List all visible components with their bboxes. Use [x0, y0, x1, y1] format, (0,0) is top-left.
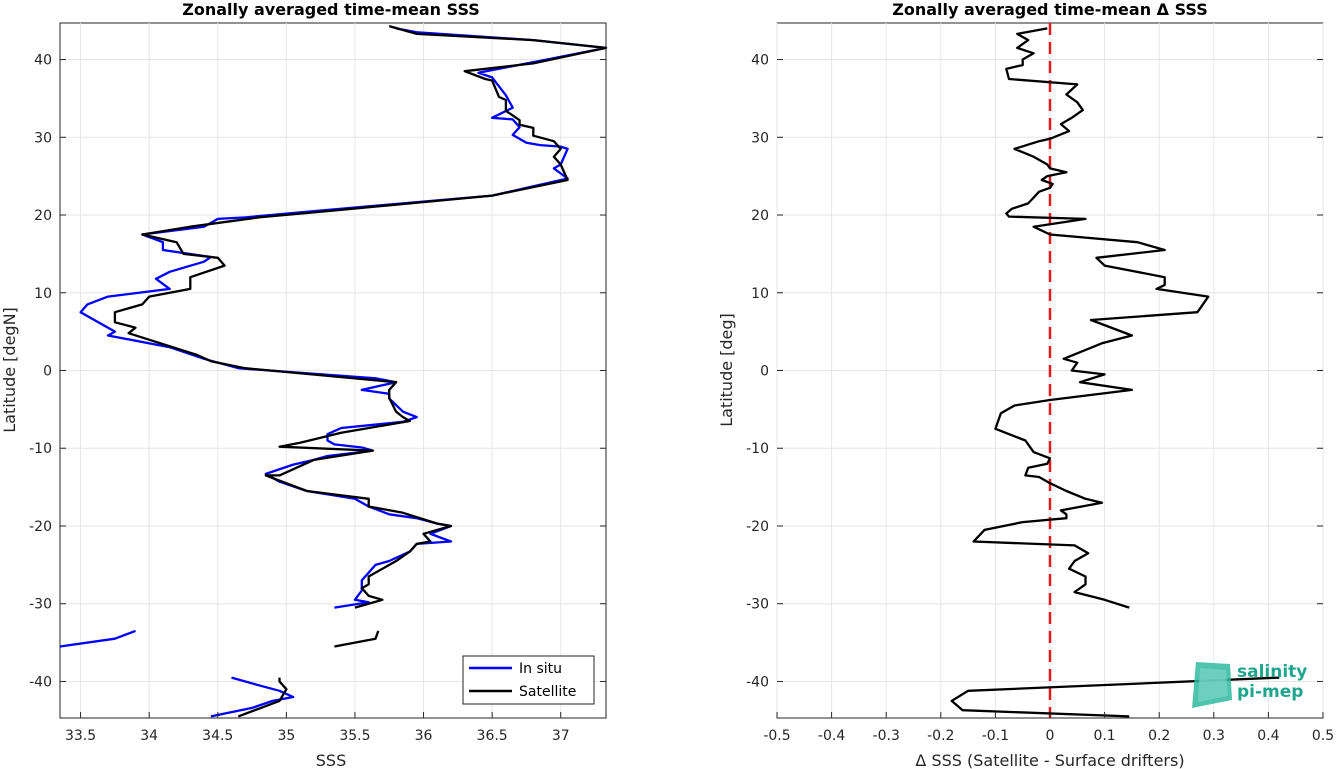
sss-x-tick-label: 36.5 — [477, 728, 508, 744]
legend-label-in-situ: In situ — [519, 661, 562, 677]
delta-sss-series — [950, 27, 1280, 718]
delta-sss-x-tick-label: -0.4 — [818, 728, 845, 744]
delta-sss-x-tick-label: -0.2 — [927, 728, 954, 744]
delta-sss-chart-title: Zonally averaged time-mean Δ SSS — [892, 0, 1208, 19]
sss-x-tick-label: 36 — [415, 728, 433, 744]
delta-sss-y-tick-label: -20 — [746, 519, 769, 535]
sss-chart-title: Zonally averaged time-mean SSS — [182, 0, 480, 19]
satellite-line-segment — [237, 677, 288, 718]
sss-y-tick-label: -10 — [29, 441, 52, 457]
delta-sss-y-tick-label: 40 — [751, 53, 769, 69]
sss-y-tick-label: 0 — [43, 364, 52, 380]
sss-y-tick-label: 20 — [34, 208, 52, 224]
delta-sss-y-tick-label: 0 — [760, 364, 769, 380]
in-situ-line-segment — [59, 629, 136, 648]
delta-sss-ticks: -0.5 -0.4 -0.3 -0.2 -0.1 0 0.1 0.2 0.3 0.4 0.5 40 30… — [746, 53, 1334, 744]
delta-sss-x-tick-label: -0.1 — [982, 728, 1009, 744]
sss-x-tick-label: 35 — [277, 728, 295, 744]
sss-y-tick-label: -40 — [29, 674, 52, 690]
sss-x-tick-label: 37 — [552, 728, 570, 744]
sss-x-tick-label: 35.5 — [339, 728, 370, 744]
salinity-pi-mep-logo: salinity pi-mep — [1192, 662, 1307, 708]
sss-x-tick-label: 34 — [140, 728, 158, 744]
sss-series — [59, 24, 608, 718]
sss-y-tick-label: 10 — [34, 286, 52, 302]
satellite-line-segment — [334, 630, 380, 648]
sss-ticks: 33.5 34 34.5 35 35.5 36 36.5 37 40 30 20 10 0 -10 -20 -… — [29, 53, 606, 744]
delta-sss-panel: -0.5 -0.4 -0.3 -0.2 -0.1 0 0.1 0.2 0.3 0.4 0.5 40 30… — [717, 0, 1334, 769]
sss-panel: 33.5 34 34.5 35 35.5 36 36.5 37 40 30 20 10 0 -10 -20 -… — [0, 0, 608, 769]
delta-sss-y-tick-label: -40 — [746, 674, 769, 690]
sss-y-tick-label: 40 — [34, 53, 52, 69]
delta-sss-y-tick-label: 10 — [751, 286, 769, 302]
legend: In situ Satellite — [462, 655, 595, 705]
satellite-line-segment — [113, 24, 608, 609]
delta-sss-x-axis-label: Δ SSS (Satellite - Surface drifters) — [915, 751, 1184, 769]
delta-sss-x-tick-label: -0.3 — [873, 728, 900, 744]
sss-x-axis-label: SSS — [316, 751, 346, 769]
sss-x-tick-label: 33.5 — [65, 728, 96, 744]
logo-text-pi-mep: pi-mep — [1237, 682, 1303, 702]
delta-sss-x-tick-label: 0.3 — [1203, 728, 1225, 744]
sss-x-tick-label: 34.5 — [202, 728, 233, 744]
delta-sss-x-tick-label: 0.1 — [1093, 728, 1115, 744]
in-situ-line-segment — [210, 676, 295, 718]
delta-sss-y-tick-label: -30 — [746, 597, 769, 613]
delta-sss-y-axis-label: Latitude [deg] — [717, 313, 736, 427]
sss-grid — [60, 23, 606, 718]
legend-label-satellite: Satellite — [519, 684, 576, 700]
delta-sss-y-tick-label: 30 — [751, 130, 769, 146]
delta-sss-y-tick-label: 20 — [751, 208, 769, 224]
delta-sss-x-tick-label: 0.5 — [1312, 728, 1334, 744]
delta-line-segment — [950, 676, 1280, 718]
sss-y-tick-label: -20 — [29, 519, 52, 535]
sss-y-tick-label: 30 — [34, 130, 52, 146]
delta-sss-x-tick-label: 0.2 — [1148, 728, 1170, 744]
legend-box — [462, 655, 595, 705]
sss-y-tick-label: -30 — [29, 597, 52, 613]
delta-sss-x-tick-label: 0 — [1046, 728, 1055, 744]
logo-mark-inner — [1198, 668, 1228, 702]
delta-line-segment — [972, 27, 1210, 609]
sss-y-axis-label: Latitude [degN] — [0, 307, 19, 433]
delta-sss-y-tick-label: -10 — [746, 441, 769, 457]
delta-sss-x-tick-label: -0.5 — [763, 728, 790, 744]
delta-sss-x-tick-label: 0.4 — [1257, 728, 1279, 744]
logo-text-salinity: salinity — [1237, 662, 1307, 682]
